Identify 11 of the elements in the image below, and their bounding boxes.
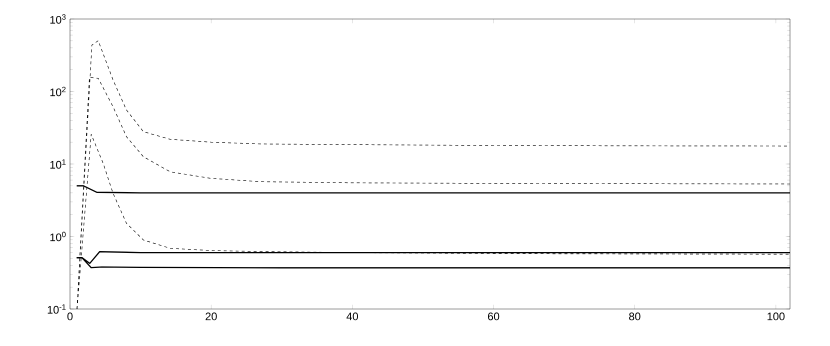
y-tick-label: 10$^{-1}$ (48, 304, 66, 314)
y-tick-label: 10$^{1}$ (50, 159, 66, 169)
x-tick-label: 100 (768, 312, 785, 320)
x-tick-label: 60 (488, 312, 500, 320)
x-tick-label: 80 (629, 312, 640, 320)
x-tick-label: 0 (67, 312, 73, 320)
y-tick-label: 10$^{3}$ (50, 14, 66, 24)
x-tick-label: 40 (346, 312, 358, 320)
y-tick-label: 10$^{0}$ (50, 232, 66, 242)
y-tick-label: 10$^{2}$ (50, 86, 66, 96)
x-tick-label: 20 (206, 312, 217, 320)
